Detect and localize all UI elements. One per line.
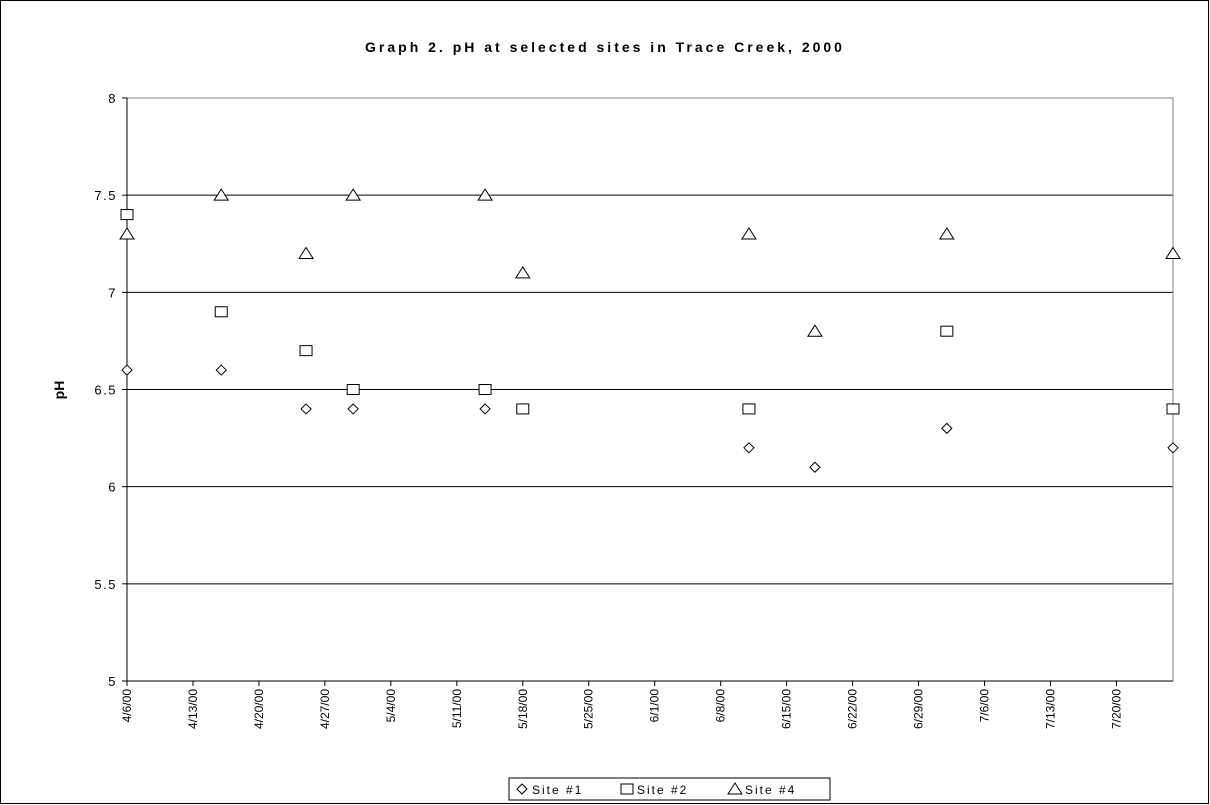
series-site-1 [121, 364, 1179, 473]
legend-box [508, 777, 831, 801]
point-site-2 [299, 345, 313, 357]
point-site-4 [119, 227, 135, 240]
gridlines [127, 194, 1173, 585]
point-site-1 [1167, 442, 1179, 454]
y-tick-label: 7.5 [94, 188, 117, 203]
point-site-1 [479, 403, 491, 415]
point-site-2 [120, 209, 134, 221]
point-site-4 [741, 227, 757, 240]
legend-marker [727, 782, 743, 795]
legend-label: Site #1 [532, 783, 583, 797]
x-tick-label: 4/20/00 [252, 689, 266, 729]
point-site-2 [1166, 403, 1180, 415]
x-tick-label: 7/13/00 [1043, 689, 1057, 729]
x-tick-label: 6/29/00 [912, 689, 926, 729]
x-tick-label: 5/4/00 [384, 689, 398, 723]
point-site-4 [1165, 246, 1181, 259]
x-tick-label: 5/18/00 [516, 689, 530, 729]
y-axis-ticks: 5 5.5 6 6.5 7 7.5 8 [94, 91, 127, 689]
x-tick-label: 4/27/00 [318, 689, 332, 729]
point-site-4 [806, 324, 823, 337]
point-site-4 [298, 246, 314, 259]
y-tick-label: 7 [108, 285, 117, 300]
y-axis-label: pH [51, 381, 67, 400]
point-site-4 [514, 265, 531, 279]
legend-label: Site #4 [745, 783, 796, 797]
point-site-2 [214, 306, 228, 318]
x-tick-label: 7/6/00 [978, 689, 992, 723]
point-site-1 [809, 461, 821, 473]
y-tick-label: 5 [108, 674, 117, 689]
point-site-2 [478, 384, 492, 395]
point-site-1 [300, 403, 312, 415]
x-tick-label: 6/1/00 [648, 689, 662, 723]
x-tick-label: 7/20/00 [1109, 689, 1123, 729]
x-tick-label: 6/8/00 [714, 689, 728, 723]
point-site-1 [121, 364, 133, 376]
x-tick-label: 5/11/00 [450, 689, 464, 728]
legend-marker [620, 783, 634, 795]
x-tick-label: 5/25/00 [582, 689, 596, 729]
point-site-1 [215, 364, 227, 376]
x-tick-label: 4/6/00 [120, 689, 134, 723]
point-site-1 [743, 442, 755, 454]
point-site-4 [345, 188, 362, 201]
series-site-4 [119, 188, 1181, 337]
y-tick-label: 5.5 [94, 577, 117, 592]
point-site-1 [941, 422, 953, 435]
series-site-2 [120, 209, 1180, 415]
point-site-4 [477, 188, 494, 201]
y-tick-label: 6 [108, 480, 117, 495]
x-tick-label: 6/15/00 [780, 689, 794, 729]
y-tick-label: 6.5 [94, 383, 117, 398]
point-site-2 [346, 384, 360, 395]
legend: Site #1 Site #2 Site #4 [508, 777, 831, 801]
chart-title: Graph 2. pH at selected sites in Trace C… [365, 39, 845, 55]
point-site-4 [938, 227, 955, 240]
x-axis-ticks: 4/6/00 4/13/00 4/20/00 4/27/00 5/4/00 5/11/00… [120, 98, 1173, 729]
data-points [119, 188, 1181, 473]
point-site-2 [940, 325, 954, 337]
legend-label: Site #2 [637, 783, 688, 797]
point-site-2 [742, 403, 756, 415]
point-site-4 [213, 188, 230, 201]
legend-marker [516, 783, 528, 795]
point-site-2 [516, 403, 530, 415]
point-site-1 [347, 403, 359, 415]
y-tick-label: 8 [108, 91, 117, 106]
x-tick-label: 4/13/00 [186, 689, 200, 729]
x-tick-label: 6/22/00 [846, 689, 860, 729]
